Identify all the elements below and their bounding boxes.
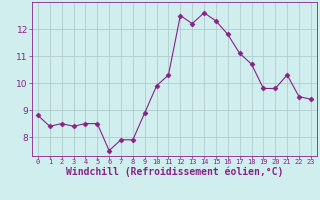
X-axis label: Windchill (Refroidissement éolien,°C): Windchill (Refroidissement éolien,°C) [66,167,283,177]
